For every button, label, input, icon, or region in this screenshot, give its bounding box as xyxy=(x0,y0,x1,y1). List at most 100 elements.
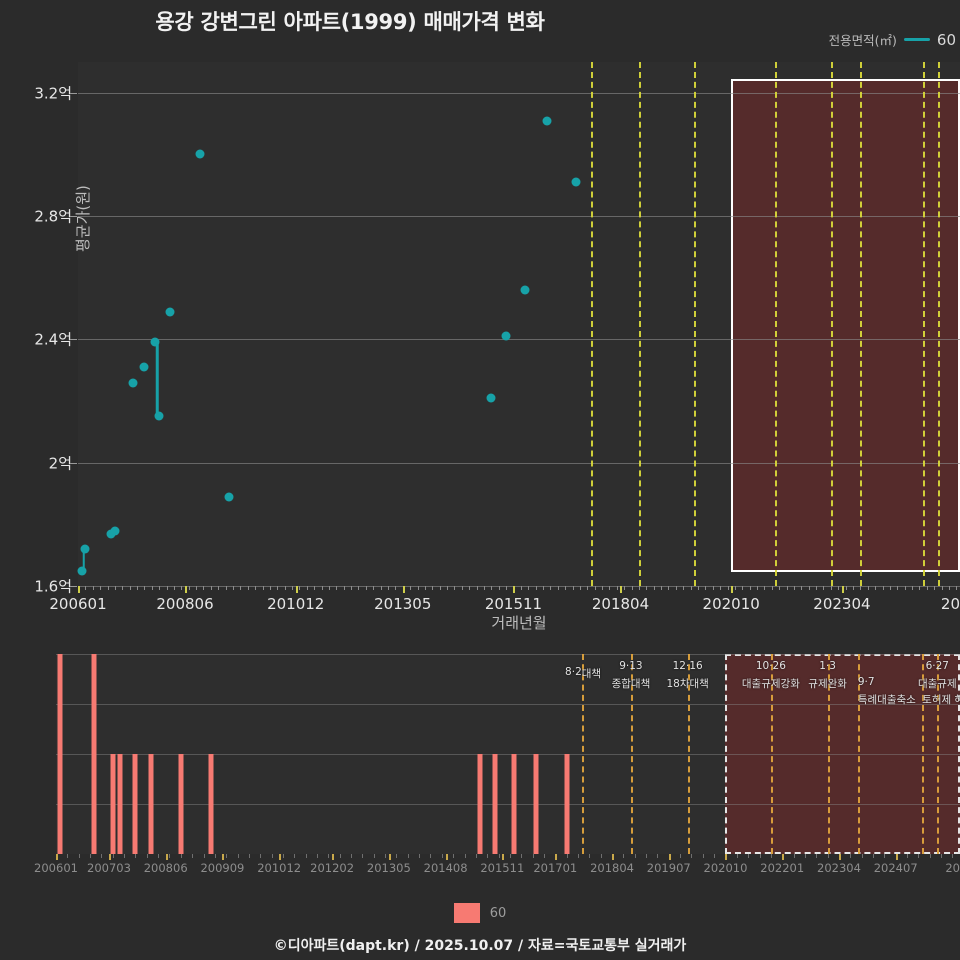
price-x-minor-tick xyxy=(587,586,589,590)
price-data-point[interactable] xyxy=(139,362,149,372)
volume-bar[interactable] xyxy=(178,754,184,854)
price-data-point[interactable] xyxy=(571,177,581,187)
footer-credit: ©디아파트(dapt.kr) / 2025.10.07 / 자료=국토교통부 실… xyxy=(273,938,687,954)
price-x-minor-tick xyxy=(771,586,773,590)
volume-bar[interactable] xyxy=(477,754,483,854)
volume-x-minor-tick xyxy=(385,854,387,858)
volume-bar[interactable] xyxy=(511,754,517,854)
price-x-minor-tick xyxy=(262,586,264,590)
volume-x-minor-tick xyxy=(566,854,568,858)
policy-annotation-label: 1·3 xyxy=(819,660,836,672)
price-y-tick-mark xyxy=(70,339,77,341)
price-x-major-tick xyxy=(731,586,734,593)
volume-x-minor-tick xyxy=(248,854,250,858)
volume-x-minor-tick xyxy=(907,854,909,858)
price-x-minor-tick xyxy=(343,586,345,590)
volume-x-tick-label: 201701 xyxy=(533,861,578,875)
volume-x-minor-tick xyxy=(430,854,432,858)
price-x-minor-tick xyxy=(683,586,685,590)
price-data-point[interactable] xyxy=(80,544,90,554)
price-x-minor-tick xyxy=(875,586,877,590)
price-x-minor-tick xyxy=(129,586,131,590)
volume-bar[interactable] xyxy=(91,654,97,854)
policy-annotation-label: 18차대책 xyxy=(666,678,709,690)
price-x-minor-tick xyxy=(786,586,788,590)
volume-x-tick-label: 201408 xyxy=(423,861,468,875)
price-data-point[interactable] xyxy=(195,149,205,159)
volume-x-major-tick xyxy=(222,854,225,860)
policy-marker-line xyxy=(923,62,926,586)
price-connector-segment xyxy=(82,549,85,571)
volume-x-tick-label: 202407 xyxy=(873,861,918,875)
volume-bar[interactable] xyxy=(57,654,63,854)
volume-x-minor-tick xyxy=(373,854,375,858)
volume-bar[interactable] xyxy=(533,754,539,854)
volume-x-minor-tick xyxy=(328,854,330,858)
volume-x-tick-label: 201907 xyxy=(646,861,691,875)
price-y-axis-label: 평균가(원) xyxy=(74,185,92,252)
policy-marker-line xyxy=(827,654,830,854)
volume-x-minor-tick xyxy=(112,854,114,858)
price-data-point[interactable] xyxy=(128,378,138,388)
price-highlight-region xyxy=(731,79,960,572)
volume-x-tick-label: 201511 xyxy=(480,861,525,875)
price-x-minor-tick xyxy=(328,586,330,590)
volume-x-minor-tick xyxy=(736,854,738,858)
price-x-minor-tick xyxy=(173,586,175,590)
price-x-tick-label: 202304 xyxy=(813,595,871,613)
volume-x-minor-tick xyxy=(759,854,761,858)
volume-x-minor-tick xyxy=(827,854,829,858)
volume-bar[interactable] xyxy=(564,754,570,854)
volume-bar[interactable] xyxy=(208,754,214,854)
price-x-minor-tick xyxy=(491,586,493,590)
price-data-point[interactable] xyxy=(501,331,511,341)
price-x-minor-tick xyxy=(934,586,936,590)
volume-x-minor-tick xyxy=(271,854,273,858)
price-gridline xyxy=(78,462,960,464)
volume-x-minor-tick xyxy=(884,854,886,858)
price-data-point[interactable] xyxy=(154,411,164,421)
price-x-minor-tick xyxy=(557,586,559,590)
volume-bar[interactable] xyxy=(117,754,123,854)
price-x-minor-tick xyxy=(321,586,323,590)
volume-x-minor-tick xyxy=(169,854,171,858)
price-data-point[interactable] xyxy=(110,526,120,536)
price-x-minor-tick xyxy=(498,586,500,590)
volume-bar[interactable] xyxy=(148,754,154,854)
price-x-minor-tick xyxy=(749,586,751,590)
volume-x-minor-tick xyxy=(657,854,659,858)
policy-marker-line xyxy=(775,62,778,586)
price-x-minor-tick xyxy=(609,586,611,590)
price-x-minor-tick xyxy=(417,586,419,590)
volume-x-major-tick xyxy=(502,854,505,860)
volume-x-minor-tick xyxy=(101,854,103,858)
volume-x-major-tick xyxy=(56,854,58,860)
price-x-minor-tick xyxy=(373,586,375,590)
volume-x-minor-tick xyxy=(521,854,523,858)
price-x-minor-tick xyxy=(742,586,744,590)
volume-bar[interactable] xyxy=(492,754,498,854)
price-data-point[interactable] xyxy=(486,393,496,403)
price-x-minor-tick xyxy=(535,586,537,590)
price-y-tick-label: 1.6억 xyxy=(34,577,72,596)
price-gridline xyxy=(78,586,960,587)
price-data-point[interactable] xyxy=(77,566,87,576)
price-data-point[interactable] xyxy=(224,492,234,502)
price-x-tick-label: 201804 xyxy=(591,595,650,613)
price-x-tick-label: 201511 xyxy=(484,595,543,613)
price-x-major-tick xyxy=(78,586,80,593)
volume-bar[interactable] xyxy=(132,754,138,854)
price-x-minor-tick xyxy=(602,586,604,590)
price-x-minor-tick xyxy=(410,586,412,590)
price-data-point[interactable] xyxy=(150,337,160,347)
price-data-point[interactable] xyxy=(542,116,552,126)
volume-bar[interactable] xyxy=(110,754,116,854)
price-x-minor-tick xyxy=(624,586,626,590)
volume-x-minor-tick xyxy=(929,854,931,858)
price-x-minor-tick xyxy=(299,586,301,590)
bottom-legend-swatch xyxy=(453,903,480,923)
price-x-minor-tick xyxy=(712,586,714,590)
price-data-point[interactable] xyxy=(165,307,175,317)
volume-x-minor-tick xyxy=(850,854,852,858)
price-data-point[interactable] xyxy=(520,285,530,295)
